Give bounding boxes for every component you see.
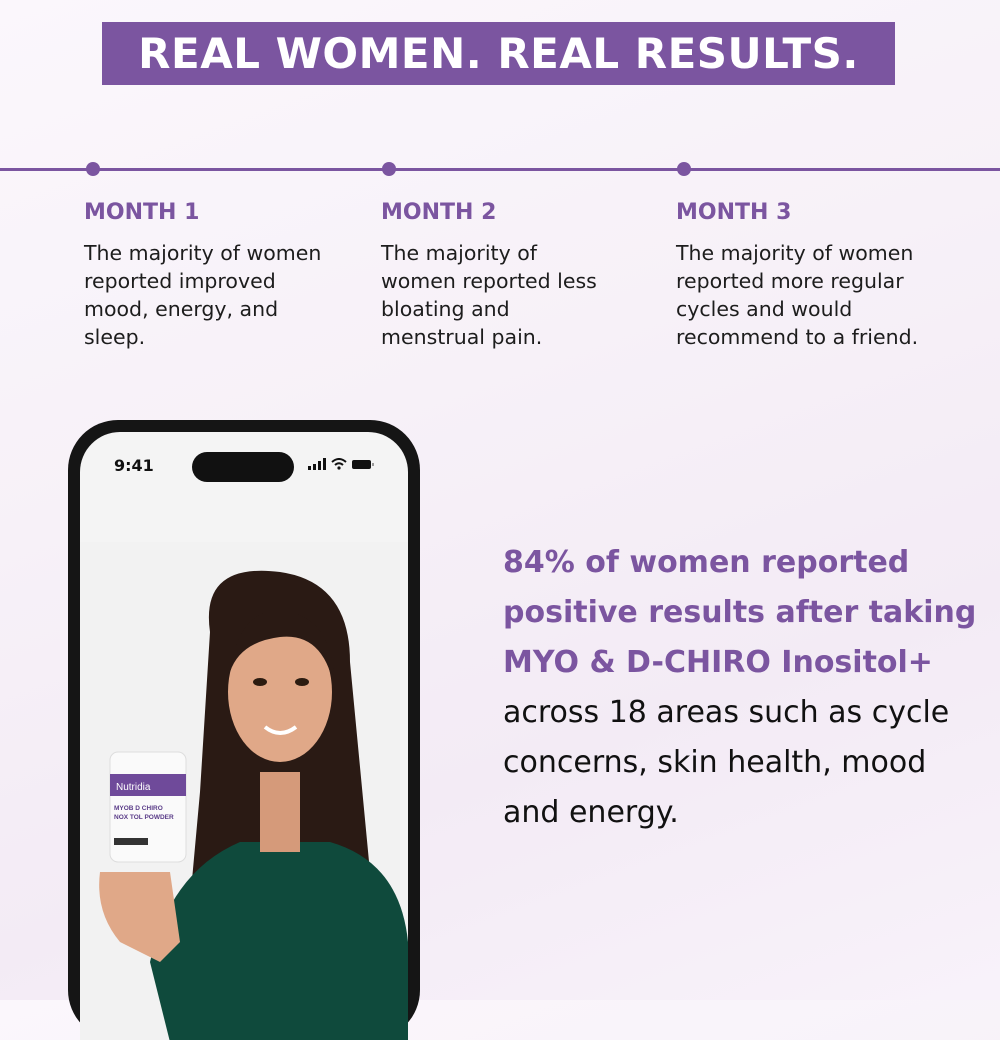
wifi-icon <box>331 458 347 470</box>
timeline-dot <box>382 162 396 176</box>
month-text: The majority of women reported less bloa… <box>381 241 597 349</box>
headline-banner: REAL WOMEN. REAL RESULTS. <box>102 22 895 85</box>
month-text: The majority of women reported improved … <box>84 241 322 349</box>
phone-screen: 9:41 Nutridia MYOB D CHIRO NOX TOL POWDE… <box>80 432 408 1040</box>
results-highlight: 84% of women reported positive results a… <box>503 545 977 680</box>
timeline-line <box>0 168 1000 171</box>
status-icons <box>308 458 374 470</box>
woman-illustration: Nutridia MYOB D CHIRO NOX TOL POWDER <box>99 570 408 1040</box>
month-label: MONTH 3 <box>676 200 792 225</box>
status-time: 9:41 <box>114 456 154 475</box>
month-1: MONTH 1 The majority of women reported i… <box>84 200 324 351</box>
results-detail: across 18 areas such as cycle concerns, … <box>503 695 950 830</box>
product-name: MYOB D CHIRO <box>114 805 163 812</box>
timeline-dot <box>677 162 691 176</box>
phone-mockup: 9:41 Nutridia MYOB D CHIRO NOX TOL POWDE… <box>68 420 420 1040</box>
woman-holding-product-photo: Nutridia MYOB D CHIRO NOX TOL POWDER <box>80 542 408 1040</box>
month-label: MONTH 2 <box>381 200 497 225</box>
month-3: MONTH 3 The majority of women reported m… <box>676 200 966 351</box>
dynamic-island <box>192 452 294 482</box>
month-label: MONTH 1 <box>84 200 200 225</box>
month-text: The majority of women reported more regu… <box>676 241 919 349</box>
month-2: MONTH 2 The majority of women reported l… <box>381 200 606 351</box>
svg-text:NOX TOL POWDER: NOX TOL POWDER <box>114 814 174 821</box>
signal-icon <box>308 458 326 470</box>
timeline-dot <box>86 162 100 176</box>
results-statement: 84% of women reported positive results a… <box>503 538 983 838</box>
battery-icon <box>352 459 374 469</box>
headline: REAL WOMEN. REAL RESULTS. <box>138 29 859 78</box>
product-brand: Nutridia <box>116 782 151 793</box>
